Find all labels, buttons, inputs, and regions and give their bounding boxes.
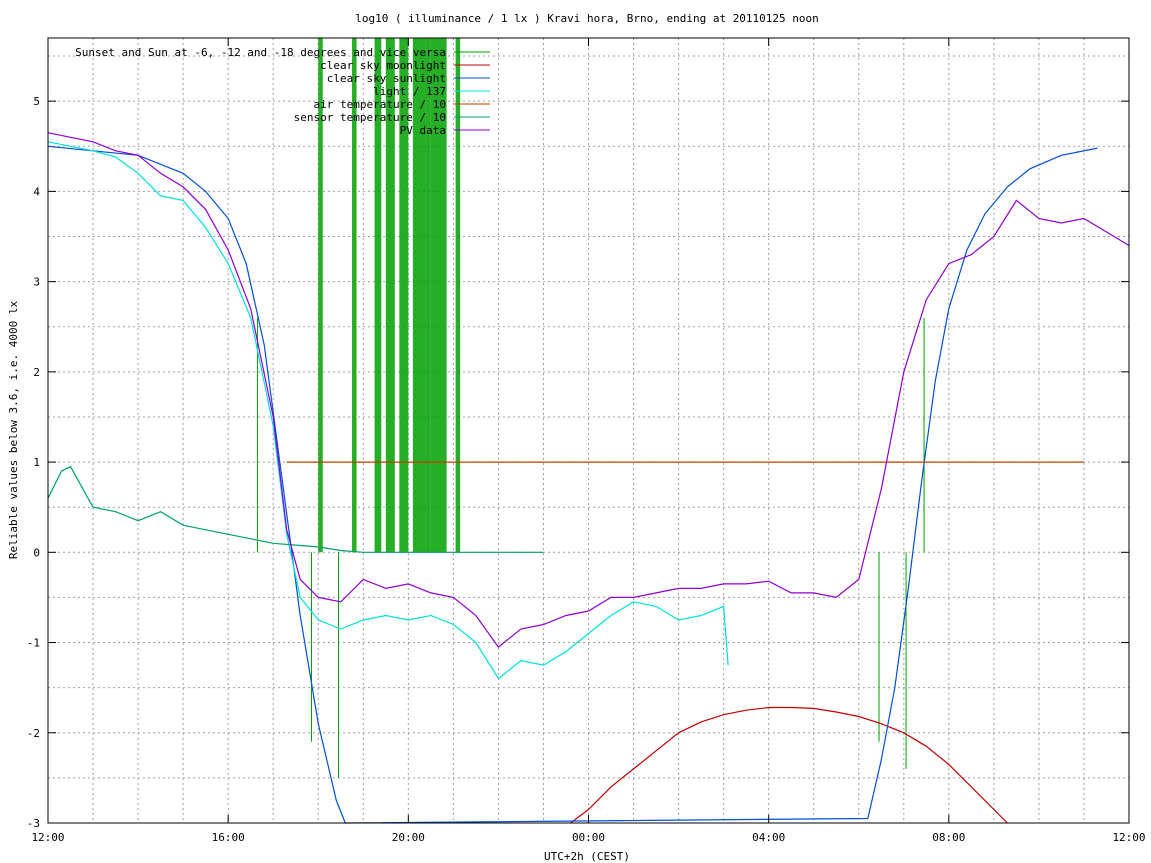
x-tick-label: 12:00 <box>31 831 64 844</box>
y-tick-label: 1 <box>33 456 40 469</box>
twilight-bar <box>430 38 447 553</box>
twilight-bar <box>412 38 431 553</box>
y-tick-label: -3 <box>27 817 40 830</box>
chart-title: log10 ( illuminance / 1 lx ) Kravi hora,… <box>355 12 819 25</box>
x-axis-label: UTC+2h (CEST) <box>544 850 630 863</box>
y-tick-label: 5 <box>33 95 40 108</box>
y-tick-label: -1 <box>27 637 40 650</box>
legend: Sunset and Sun at -6, -12 and -18 degree… <box>75 46 490 137</box>
y-axis-label: Reliable values below 3.6, i.e. 4000 lx <box>7 300 20 559</box>
series-line-2 <box>47 145 1098 824</box>
series-line-5 <box>47 465 544 553</box>
legend-label: light / 137 <box>373 85 446 98</box>
twilight-bar <box>318 38 323 553</box>
y-tick-label: -2 <box>27 727 40 740</box>
series-lines <box>47 38 1130 824</box>
x-tick-label: 16:00 <box>212 831 245 844</box>
series-line-1 <box>570 706 1008 824</box>
legend-label: clear sky sunlight <box>327 72 446 85</box>
x-tick-label: 12:00 <box>1112 831 1145 844</box>
x-tick-label: 08:00 <box>932 831 965 844</box>
twilight-bar <box>352 38 357 553</box>
twilight-bar <box>385 38 395 553</box>
legend-label: sensor temperature / 10 <box>294 111 446 124</box>
series-line-6 <box>47 132 1130 648</box>
x-tick-label: 00:00 <box>572 831 605 844</box>
x-tick-label: 04:00 <box>752 831 785 844</box>
legend-label: clear sky moonlight <box>320 59 446 72</box>
legend-label: air temperature / 10 <box>314 98 446 111</box>
y-tick-label: 3 <box>33 276 40 289</box>
twilight-bar <box>455 38 461 553</box>
twilight-bar <box>399 38 409 553</box>
axis-ticks: 12:00 16:00 20:00 00:00 04:00 08:00 12:00-3-2-… <box>27 38 1146 844</box>
x-tick-label: 20:00 <box>392 831 425 844</box>
plot-frame <box>47 37 1130 824</box>
y-tick-label: 2 <box>33 366 40 379</box>
y-tick-label: 0 <box>33 546 40 559</box>
twilight-bar <box>374 38 382 553</box>
legend-label: Sunset and Sun at -6, -12 and -18 degree… <box>75 46 446 59</box>
series-line-3 <box>47 141 729 680</box>
grid <box>48 38 1129 823</box>
legend-label: PV data <box>400 124 446 137</box>
y-tick-label: 4 <box>33 185 40 198</box>
